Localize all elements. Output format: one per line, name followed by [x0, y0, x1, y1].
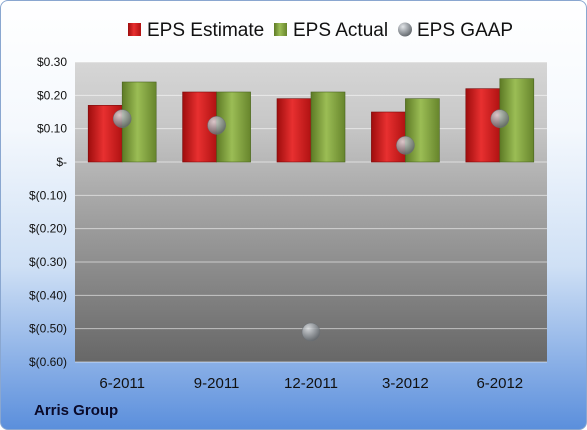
eps-gaap-point [490, 109, 510, 128]
x-axis-labels: 6-2011 9-2011 12-2011 3-2012 6-2012 [99, 375, 523, 392]
eps-estimate-bar [276, 98, 312, 163]
legend-swatch-estimate [128, 23, 141, 36]
eps-actual-bar [405, 98, 440, 163]
company-name: Arris Group [34, 402, 119, 419]
y-tick-label: $0.10 [37, 122, 67, 136]
legend-label: EPS Actual [293, 20, 388, 41]
eps-gaap-point [112, 109, 132, 128]
y-tick-label: $(0.20) [29, 222, 67, 236]
y-tick-label: $(0.30) [29, 255, 67, 269]
y-tick-label: $0.30 [37, 55, 67, 69]
y-tick-label: $- [56, 155, 67, 169]
y-tick-label: $(0.50) [29, 322, 67, 336]
x-category-label: 12-2011 [284, 375, 338, 392]
y-tick-label: $(0.40) [29, 288, 67, 302]
eps-gaap-point [207, 116, 226, 135]
y-tick-label: $0.20 [37, 88, 67, 102]
x-category-label: 3-2012 [382, 375, 429, 392]
x-category-label: 6-2011 [99, 375, 145, 392]
y-axis-labels: $0.30 $0.20 $0.10 $- $(0.10) $(0.20) $(0.30) $(… [29, 55, 67, 369]
legend-label: EPS GAAP [417, 20, 513, 41]
x-category-label: 6-2012 [476, 375, 523, 392]
x-category-label: 9-2011 [194, 375, 240, 392]
points-layer [112, 109, 510, 342]
eps-estimate-bar [371, 111, 406, 163]
eps-actual-bar [310, 91, 346, 163]
legend-swatch-gaap [398, 22, 412, 37]
eps-gaap-point [396, 136, 415, 155]
chart-legend: EPS Estimate EPS Actual EPS GAAP [128, 20, 513, 41]
y-tick-label: $(0.60) [29, 355, 67, 369]
legend-swatch-actual [274, 23, 287, 36]
legend-label: EPS Estimate [147, 20, 264, 41]
y-tick-label: $(0.10) [29, 188, 67, 202]
bars-layer [87, 78, 535, 163]
eps-gaap-point [301, 322, 321, 342]
